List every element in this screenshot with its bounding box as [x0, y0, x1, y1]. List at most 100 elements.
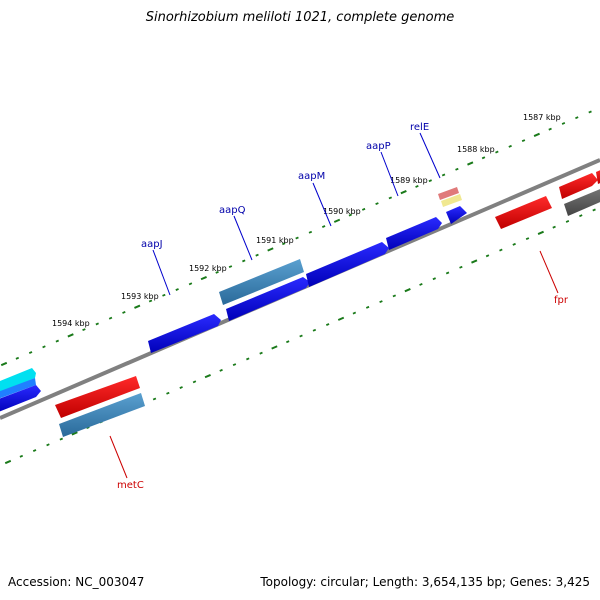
ruler-tick — [152, 397, 157, 401]
ruler-tick — [166, 391, 170, 395]
ruler-tick — [325, 323, 330, 326]
ruler-tick — [592, 208, 596, 212]
gene-arrow-relE-blue[interactable] — [446, 206, 467, 224]
ruler-tick — [400, 190, 407, 195]
ruler-label-1593: 1593 kbp — [121, 292, 159, 301]
ruler-tick — [419, 283, 423, 286]
ruler-label-1592: 1592 kbp — [189, 264, 227, 273]
ruler-tick — [404, 288, 411, 293]
ruler-tick — [459, 265, 463, 269]
gene-arrow-aapM[interactable] — [306, 242, 389, 287]
ruler-tick — [255, 253, 259, 257]
ruler-label-1591: 1591 kbp — [256, 236, 294, 245]
ruler-tick — [55, 339, 60, 343]
ruler-tick — [579, 214, 583, 218]
ruler-tick — [379, 300, 383, 304]
gene-arrow-metC-red[interactable] — [55, 376, 140, 418]
ruler-label-1587: 1587 kbp — [523, 113, 561, 122]
ruler-label-1588: 1588 kbp — [457, 145, 495, 154]
gene-label-relE: relE — [410, 122, 429, 133]
ruler-tick — [499, 248, 503, 252]
ruler-tick — [445, 271, 450, 275]
ruler-tick — [548, 127, 552, 131]
gene-arrow-right-gray[interactable] — [564, 187, 600, 216]
ruler-tick — [232, 363, 237, 367]
ruler-tick — [365, 305, 370, 309]
gene-arrow-fpr[interactable] — [495, 196, 552, 229]
ruler-tick — [86, 426, 90, 430]
ruler-tick — [565, 220, 570, 223]
ruler-tick — [0, 361, 8, 367]
ruler-tick — [219, 368, 223, 372]
ruler-tick — [312, 328, 317, 332]
ruler-tick — [508, 144, 512, 148]
ruler-tick — [415, 185, 419, 188]
ruler-tick — [32, 449, 37, 452]
ruler-tick — [295, 236, 299, 240]
ruler-tick — [228, 265, 233, 269]
label-leaders — [152, 132, 441, 296]
gene-arrow-right-red-edge[interactable] — [596, 168, 600, 184]
ruler-tick — [242, 259, 246, 263]
gene-arrow-metC[interactable] — [59, 393, 145, 437]
ruler-tick — [588, 110, 592, 114]
ruler-tick — [59, 437, 64, 441]
ruler-tick — [321, 225, 326, 228]
ruler-tick — [512, 242, 516, 246]
ruler-tick — [259, 351, 263, 355]
ruler-tick — [246, 357, 250, 361]
ruler-tick — [299, 334, 303, 338]
ruler-tick — [337, 316, 345, 321]
ruler-tick — [28, 351, 33, 354]
ruler-tick — [67, 333, 74, 338]
ruler-tick — [495, 150, 499, 154]
gene-arrow-left-cyan[interactable] — [0, 368, 36, 399]
gene-label-aapQ: aapQ — [219, 205, 246, 216]
ruler-tick — [352, 311, 357, 315]
ruler-tick — [179, 386, 183, 389]
ruler-tick — [308, 230, 313, 234]
accession-text: Accession: NC_003047 — [8, 575, 145, 589]
genome-summary-text: Topology: circular; Length: 3,654,135 bp… — [260, 575, 590, 589]
gene-arrow-aapJ[interactable] — [148, 314, 221, 353]
ruler-tick — [134, 304, 141, 309]
ruler-tick — [485, 254, 490, 258]
ruler-tick — [455, 167, 459, 171]
gene-label-aapP: aapP — [366, 141, 391, 152]
ruler-tick — [15, 356, 20, 360]
ruler-tick — [521, 139, 526, 143]
gene-arrow-relE-pink[interactable] — [438, 187, 459, 200]
ruler-tick — [200, 275, 207, 281]
genome-title: Sinorhizobium meliloti 1021, complete ge… — [145, 10, 455, 25]
upper-ruler-ticks — [0, 110, 592, 367]
ruler-tick — [188, 282, 193, 286]
ruler-tick — [282, 242, 286, 246]
ruler-tick — [471, 259, 478, 264]
ruler-tick — [333, 218, 341, 223]
gene-arrow-aapP[interactable] — [386, 217, 442, 250]
gene-arrow-right-red-top[interactable] — [559, 173, 598, 199]
ruler-label-1594: 1594 kbp — [52, 319, 90, 328]
gene-arrow-relE-yellow[interactable] — [441, 194, 462, 207]
ruler-tick — [82, 328, 86, 332]
gene-arrow-aapQ-blue[interactable] — [226, 277, 310, 321]
ruler-label-1590: 1590 kbp — [323, 207, 361, 216]
ruler-tick — [19, 454, 24, 458]
ruler-tick — [71, 431, 78, 436]
ruler-tick — [388, 196, 393, 200]
ruler-tick — [108, 316, 113, 320]
ruler-tick — [533, 132, 540, 137]
ruler-tick — [4, 459, 12, 465]
ruler-tick — [561, 122, 566, 125]
gene-arrow-left-blue[interactable] — [0, 385, 41, 413]
ruler-tick — [348, 213, 353, 217]
gene-label-aapM: aapM — [298, 171, 325, 182]
ruler-tick — [192, 380, 197, 384]
ruler-tick — [215, 270, 219, 274]
label-leaders-red — [109, 250, 559, 479]
ruler-tick — [361, 207, 366, 211]
ruler-tick — [428, 179, 432, 183]
ruler-tick — [575, 116, 579, 120]
gene-arrow-aapQ[interactable] — [219, 259, 304, 305]
